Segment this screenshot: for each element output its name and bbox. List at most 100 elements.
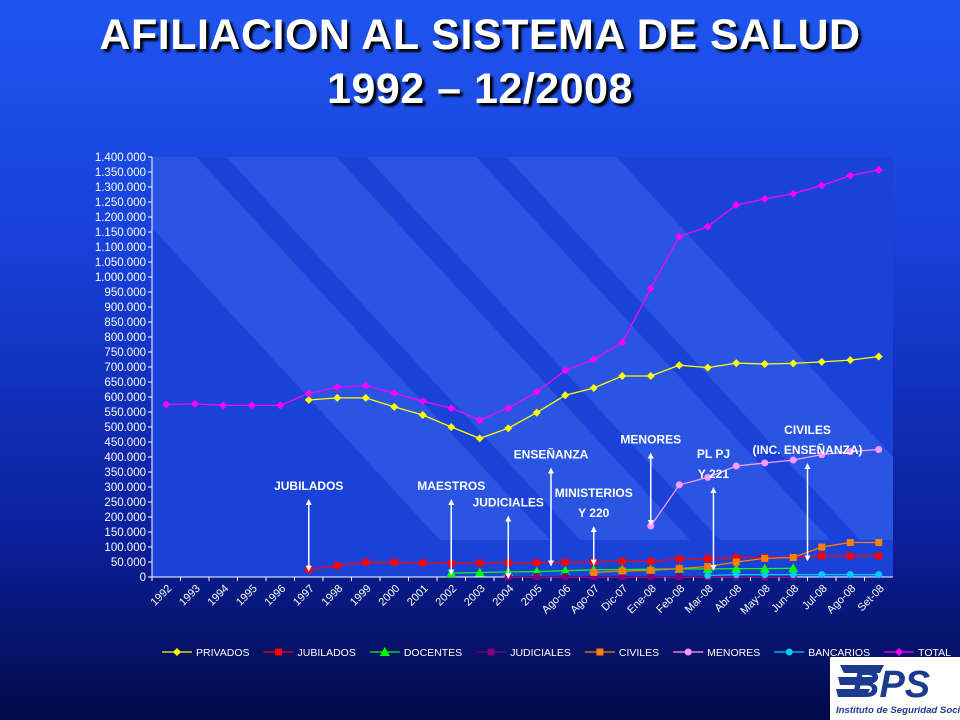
legend-item-menores: MENORES xyxy=(673,647,760,659)
data-point-total xyxy=(675,232,684,241)
data-point-docentes xyxy=(731,563,742,573)
data-point-jubilados xyxy=(875,552,883,560)
annotation-label: PL PJ xyxy=(697,447,730,461)
data-point-privados xyxy=(675,361,684,370)
x-tick-label: 1992 xyxy=(149,583,175,609)
diagonal-band xyxy=(366,157,830,540)
data-point-privados xyxy=(703,363,712,372)
data-point-total xyxy=(589,355,598,364)
annotation-ministerios: MINISTERIOS Y 220 xyxy=(555,486,633,566)
data-point-privados xyxy=(333,393,342,402)
x-tick-label: 1995 xyxy=(234,583,260,609)
data-point-privados xyxy=(418,411,427,419)
data-point-total xyxy=(390,389,399,398)
y-tick-label: 550.000 xyxy=(104,407,146,419)
series-privados xyxy=(304,352,883,443)
y-tick-label: 800.000 xyxy=(104,332,146,344)
data-point-privados xyxy=(874,352,883,361)
data-point-jubilados xyxy=(390,558,398,566)
data-point-jubilados xyxy=(533,559,541,567)
data-point-bancarios xyxy=(704,572,712,579)
legend-swatch-marker xyxy=(785,648,793,656)
data-point-jubilados xyxy=(846,552,854,560)
y-tick-label: 100.000 xyxy=(104,542,146,554)
data-point-total xyxy=(732,201,741,209)
data-point-menores xyxy=(704,473,712,481)
annotation-label: MENORES xyxy=(620,433,681,447)
series-line-total xyxy=(166,169,879,421)
data-point-total xyxy=(447,404,456,413)
annotation-maestros: MAESTROS xyxy=(417,479,485,576)
y-tick-label: 1.300.000 xyxy=(95,182,146,194)
data-point-privados xyxy=(846,356,855,365)
data-point-total xyxy=(276,401,285,410)
series-total xyxy=(162,165,883,425)
data-point-docentes xyxy=(788,563,799,573)
x-tick-label: 1998 xyxy=(320,583,346,609)
x-tick-label: 1993 xyxy=(177,583,203,609)
x-tick-label: Jun-08 xyxy=(769,583,801,615)
data-point-jubilados xyxy=(647,557,655,565)
data-point-civiles xyxy=(618,567,626,575)
data-point-total xyxy=(247,401,256,410)
x-tick-label: 2003 xyxy=(462,583,488,609)
data-point-menores xyxy=(647,522,655,530)
data-point-total xyxy=(162,400,171,409)
logo-stripe-mid xyxy=(838,677,876,685)
data-point-civiles xyxy=(647,566,655,574)
data-point-menores xyxy=(789,456,797,464)
y-tick-label: 1.200.000 xyxy=(95,212,146,224)
y-tick-label: 1.150.000 xyxy=(95,227,146,239)
x-tick-label: 2005 xyxy=(519,583,545,609)
data-point-privados xyxy=(589,384,598,392)
legend-item-jubilados: JUBILADOS xyxy=(263,647,356,659)
legend-swatch-marker xyxy=(684,648,692,656)
annotation-label: Y 220 xyxy=(578,506,609,520)
data-point-privados xyxy=(732,359,741,368)
title-line-2: 1992 – 12/2008 xyxy=(327,65,633,113)
x-tick-label: Ago-08 xyxy=(825,583,859,617)
legend-label: TOTAL xyxy=(918,647,951,659)
y-tick-label: 900.000 xyxy=(104,302,146,314)
background-diagonal-bands xyxy=(152,157,893,540)
x-tick-label: Ago-06 xyxy=(540,583,574,617)
annotation-judiciales: JUDICIALES xyxy=(473,496,544,580)
legend-swatch-marker xyxy=(173,648,181,656)
data-point-jubilados xyxy=(732,554,740,562)
data-point-menores xyxy=(875,446,883,453)
data-point-total xyxy=(760,195,769,203)
data-point-jubilados xyxy=(675,555,683,563)
data-point-jubilados xyxy=(362,558,370,566)
x-tick-label: 2004 xyxy=(491,583,517,609)
data-point-civiles xyxy=(789,554,797,561)
data-point-docentes xyxy=(560,565,571,575)
data-point-civiles xyxy=(846,539,854,546)
data-point-total xyxy=(504,404,513,413)
y-tick-label: 650.000 xyxy=(104,377,146,389)
legend-swatch-marker xyxy=(274,648,282,656)
x-tick-label: 1994 xyxy=(206,583,232,609)
legend-label: DOCENTES xyxy=(404,647,462,659)
series-civiles xyxy=(590,539,883,576)
data-point-privados xyxy=(760,360,769,368)
y-tick-label: 1.000.000 xyxy=(95,272,146,284)
data-point-total xyxy=(304,389,313,398)
data-point-civiles xyxy=(590,569,598,576)
data-point-civiles xyxy=(818,543,826,551)
data-point-judiciales xyxy=(590,573,598,581)
y-tick-label: 250.000 xyxy=(104,497,146,509)
legend-label: MENORES xyxy=(707,647,760,659)
y-tick-label: 600.000 xyxy=(104,392,146,404)
legend-label: PRIVADOS xyxy=(196,647,249,659)
data-point-privados xyxy=(532,408,541,417)
data-point-jubilados xyxy=(419,559,427,567)
legend-item-total: TOTAL xyxy=(884,647,951,659)
data-point-privados xyxy=(817,357,826,366)
data-point-docentes xyxy=(759,563,770,573)
legend-label: CIVILES xyxy=(619,647,659,659)
data-point-menores xyxy=(818,451,826,459)
data-point-jubilados xyxy=(704,554,712,562)
data-point-judiciales xyxy=(533,573,541,581)
data-point-jubilados xyxy=(333,562,341,570)
logo-stripe-top xyxy=(840,665,884,673)
